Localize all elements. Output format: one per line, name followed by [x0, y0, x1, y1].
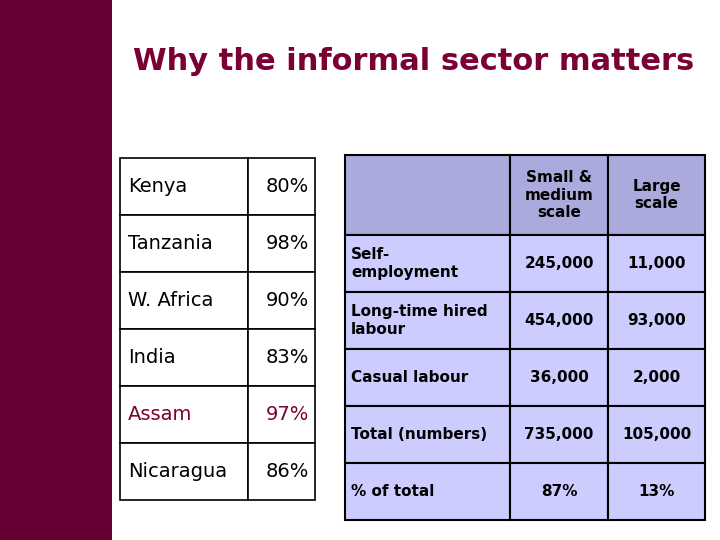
Bar	[510, 292, 608, 349]
Bar	[345, 235, 510, 292]
Text: 245,000: 245,000	[524, 256, 594, 271]
Bar	[345, 406, 510, 463]
Bar	[608, 292, 705, 349]
Bar	[608, 463, 705, 520]
Text: 454,000: 454,000	[524, 313, 594, 328]
Text: Casual labour: Casual labour	[351, 370, 468, 385]
Text: Self-
employment: Self- employment	[351, 247, 458, 280]
Bar	[510, 463, 608, 520]
Bar	[248, 158, 315, 215]
Text: 105,000: 105,000	[622, 427, 691, 442]
Text: 36,000: 36,000	[530, 370, 588, 385]
Bar	[510, 406, 608, 463]
Bar	[608, 349, 705, 406]
Text: Kenya: Kenya	[128, 177, 187, 196]
Bar	[248, 329, 315, 386]
Bar	[120, 158, 248, 215]
Text: Large
scale: Large scale	[632, 179, 681, 211]
Bar	[248, 272, 315, 329]
Text: Total (numbers): Total (numbers)	[351, 427, 487, 442]
Text: Assam: Assam	[128, 405, 192, 424]
Text: 98%: 98%	[266, 234, 309, 253]
Text: 83%: 83%	[266, 348, 309, 367]
Text: Why the informal sector matters: Why the informal sector matters	[133, 48, 695, 77]
Text: 87%: 87%	[541, 484, 577, 499]
Bar	[345, 349, 510, 406]
Text: W. Africa: W. Africa	[128, 291, 213, 310]
Text: 86%: 86%	[266, 462, 309, 481]
Bar	[248, 215, 315, 272]
Bar	[345, 463, 510, 520]
Bar	[120, 329, 248, 386]
Text: 2,000: 2,000	[632, 370, 680, 385]
Text: 93,000: 93,000	[627, 313, 686, 328]
Bar	[608, 406, 705, 463]
Text: Small &
medium
scale: Small & medium scale	[525, 170, 593, 220]
Bar	[120, 272, 248, 329]
Text: Long-time hired
labour: Long-time hired labour	[351, 305, 487, 337]
Bar	[608, 235, 705, 292]
Text: Tanzania: Tanzania	[128, 234, 212, 253]
Bar	[345, 155, 510, 235]
Bar	[345, 292, 510, 349]
Bar	[248, 386, 315, 443]
Text: 90%: 90%	[266, 291, 309, 310]
Text: 97%: 97%	[266, 405, 309, 424]
Bar	[120, 215, 248, 272]
Text: 11,000: 11,000	[627, 256, 685, 271]
Bar	[120, 443, 248, 500]
Bar	[120, 386, 248, 443]
Bar	[248, 443, 315, 500]
Text: 735,000: 735,000	[524, 427, 594, 442]
Text: 13%: 13%	[639, 484, 675, 499]
Bar	[510, 235, 608, 292]
Bar	[0, 0, 112, 540]
Text: India: India	[128, 348, 176, 367]
Bar	[510, 349, 608, 406]
Text: 80%: 80%	[266, 177, 309, 196]
Text: % of total: % of total	[351, 484, 434, 499]
Bar	[510, 155, 608, 235]
Text: Nicaragua: Nicaragua	[128, 462, 227, 481]
Bar	[608, 155, 705, 235]
